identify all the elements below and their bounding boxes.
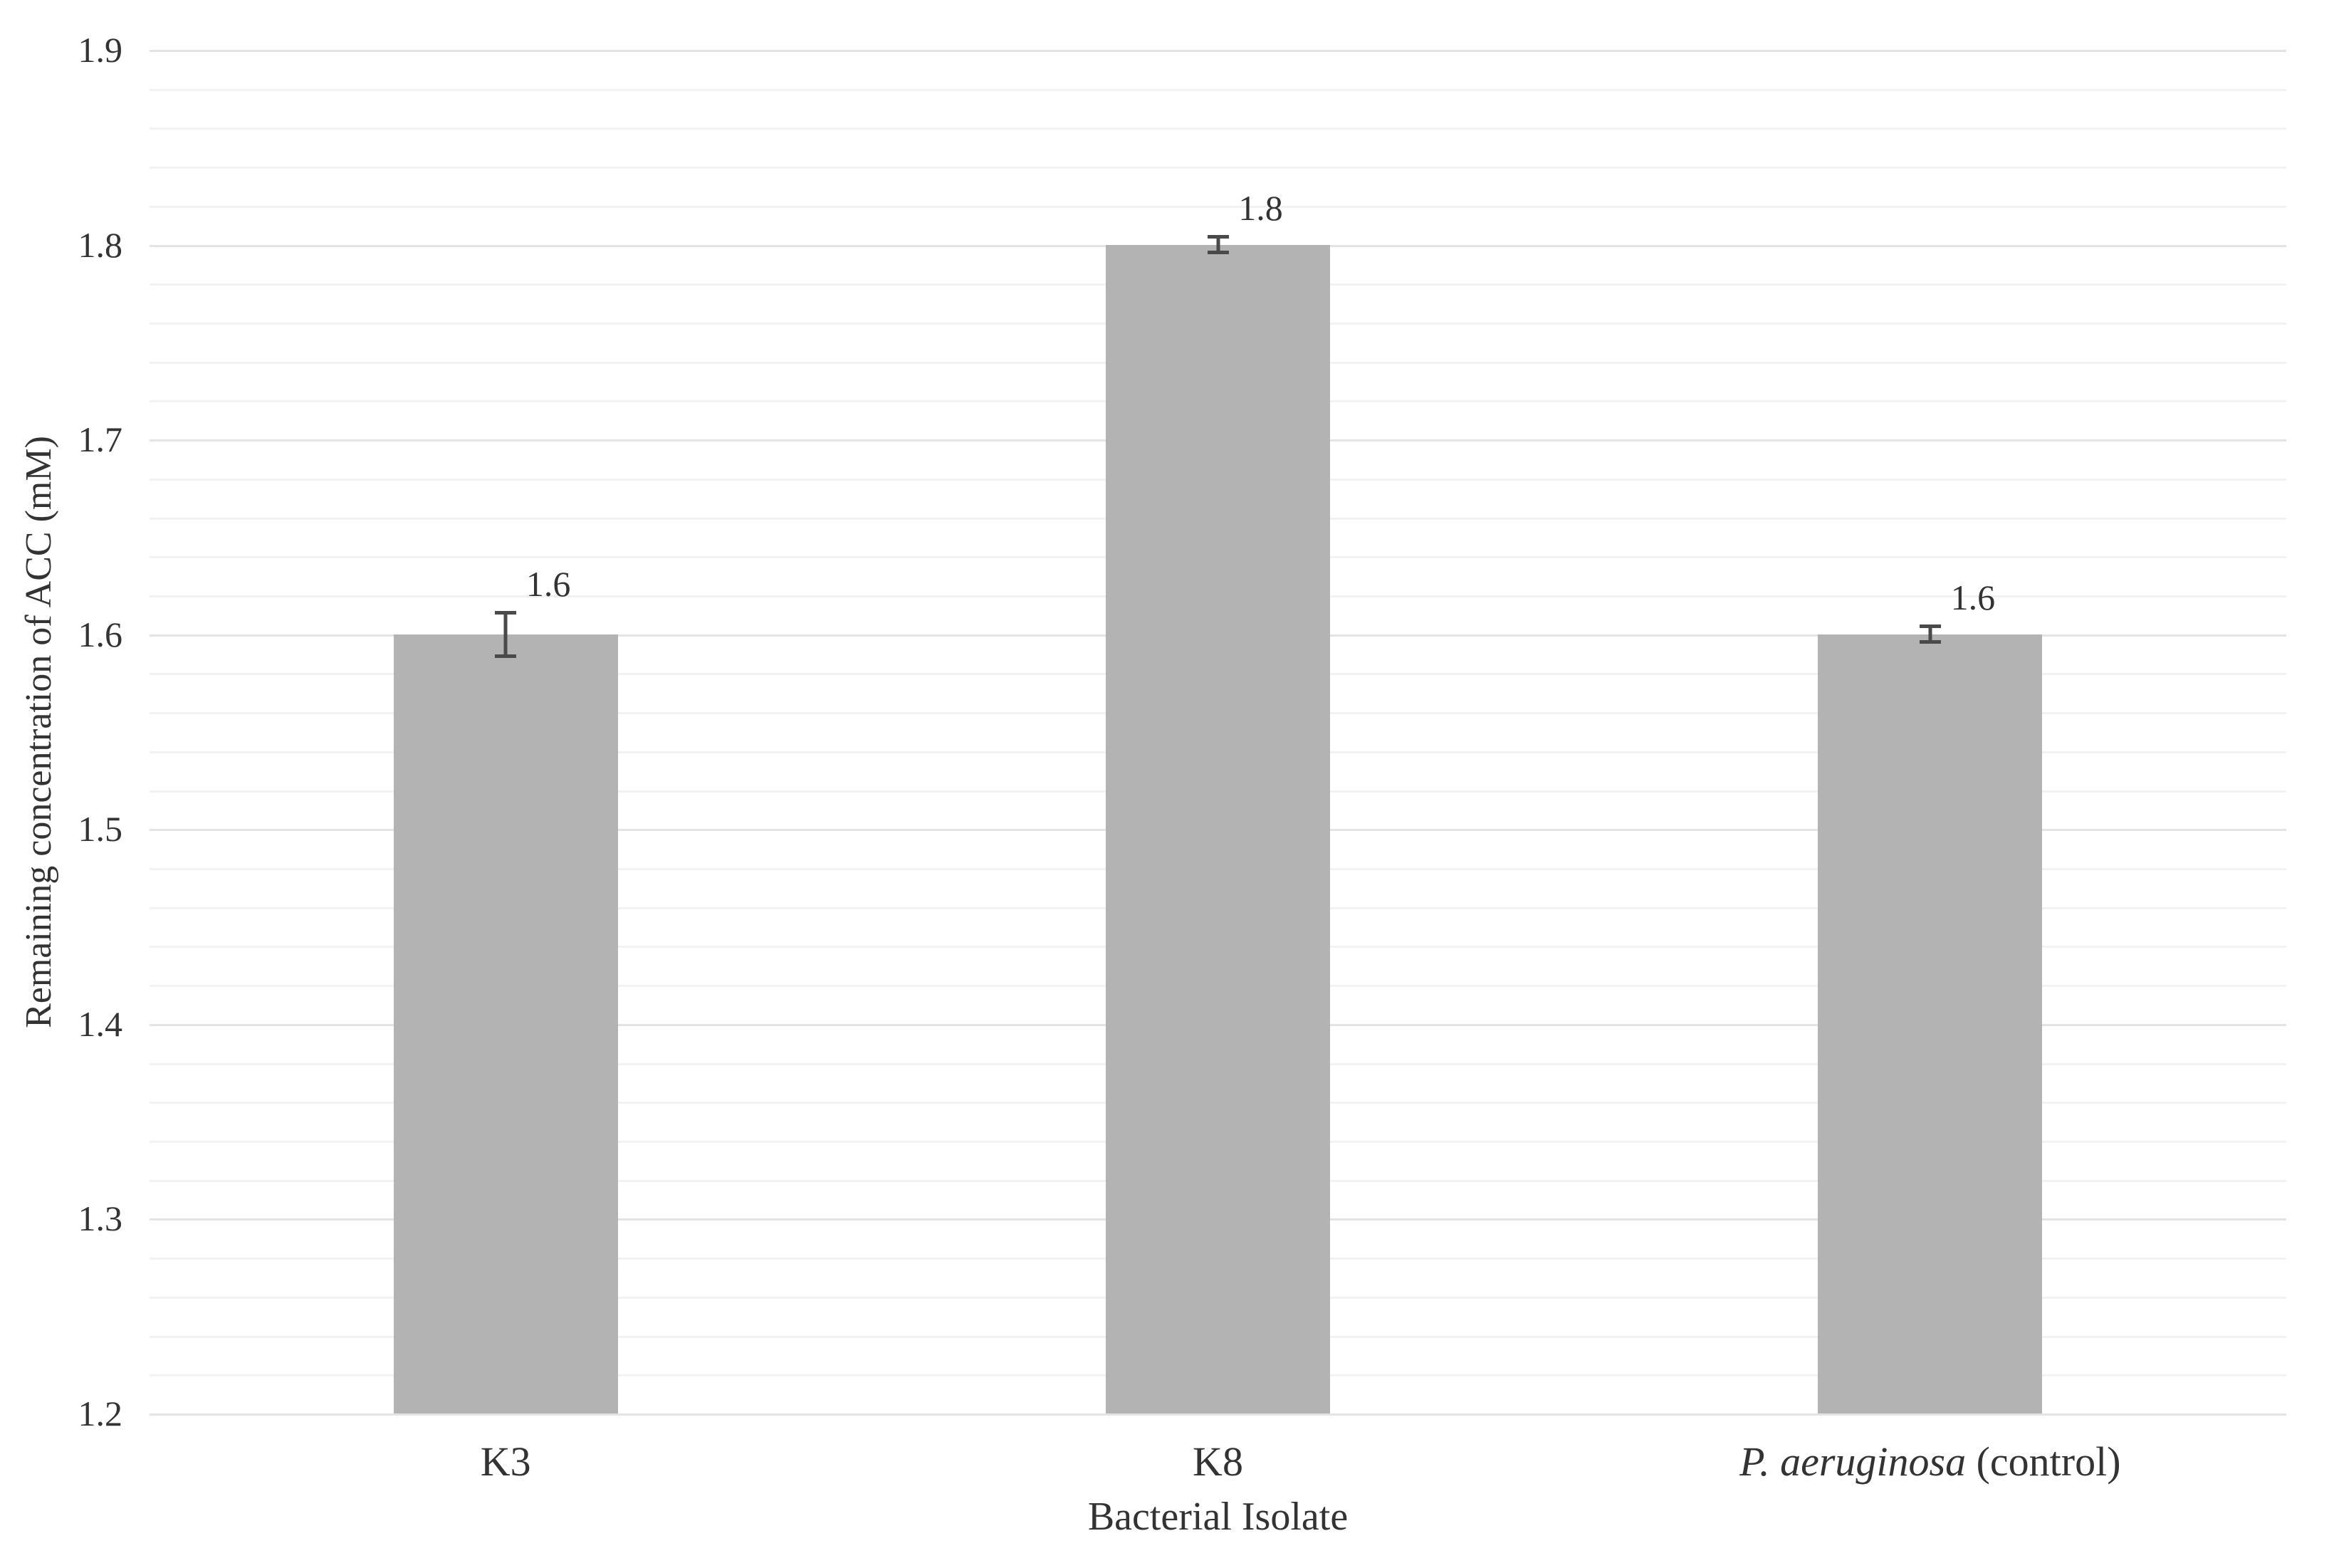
error-bar-K8 bbox=[1207, 234, 1229, 255]
error-bar-cap-bottom bbox=[1207, 251, 1229, 255]
bar-K3 bbox=[393, 634, 618, 1413]
y-tick-label-1.7: 1.7 bbox=[78, 419, 123, 460]
x-category-italic-species: P. aeruginosa bbox=[1739, 1438, 1967, 1485]
plot-area bbox=[150, 50, 2286, 1416]
gridline-minor bbox=[150, 205, 2286, 208]
y-tick-label-1.8: 1.8 bbox=[78, 224, 123, 265]
gridline-major bbox=[150, 50, 2286, 52]
data-label-P. aeruginosa (control): 1.6 bbox=[1950, 577, 1996, 618]
error-bar-line bbox=[503, 610, 508, 658]
y-tick-label-1.9: 1.9 bbox=[78, 30, 123, 70]
error-bar-K3 bbox=[495, 610, 517, 658]
data-label-K3: 1.6 bbox=[525, 563, 571, 604]
y-axis-title: Remaining concentration of ACC (mM) bbox=[19, 436, 59, 1028]
error-bar-cap-bottom bbox=[495, 654, 517, 658]
y-tick-label-1.5: 1.5 bbox=[78, 809, 123, 850]
gridline-major bbox=[150, 1413, 2286, 1416]
y-tick-label-1.4: 1.4 bbox=[78, 1003, 123, 1044]
x-category-label-K3: K3 bbox=[480, 1438, 531, 1485]
gridline-minor bbox=[150, 88, 2286, 91]
x-category-label-P. aeruginosa (control): P. aeruginosa (control) bbox=[1739, 1438, 2121, 1485]
bar-P. aeruginosa (control) bbox=[1818, 634, 2043, 1413]
gridline-minor bbox=[150, 127, 2286, 130]
x-axis-title: Bacterial Isolate bbox=[1087, 1495, 1349, 1539]
error-bar-cap-top bbox=[1207, 234, 1229, 239]
y-tick-label-1.6: 1.6 bbox=[78, 614, 123, 654]
error-bar-line bbox=[1928, 624, 1932, 644]
data-label-K8: 1.8 bbox=[1238, 187, 1283, 228]
error-bar-cap-bottom bbox=[1919, 640, 1941, 644]
error-bar-cap-top bbox=[495, 610, 517, 615]
bar-K8 bbox=[1106, 244, 1330, 1413]
x-category-label-K8: K8 bbox=[1193, 1438, 1243, 1485]
error-bar-line bbox=[1216, 234, 1220, 255]
y-tick-label-1.2: 1.2 bbox=[78, 1394, 123, 1433]
error-bar-cap-top bbox=[1919, 624, 1941, 629]
error-bar-P. aeruginosa (control) bbox=[1919, 624, 1941, 644]
y-tick-label-1.3: 1.3 bbox=[78, 1198, 123, 1239]
gridline-minor bbox=[150, 167, 2286, 169]
